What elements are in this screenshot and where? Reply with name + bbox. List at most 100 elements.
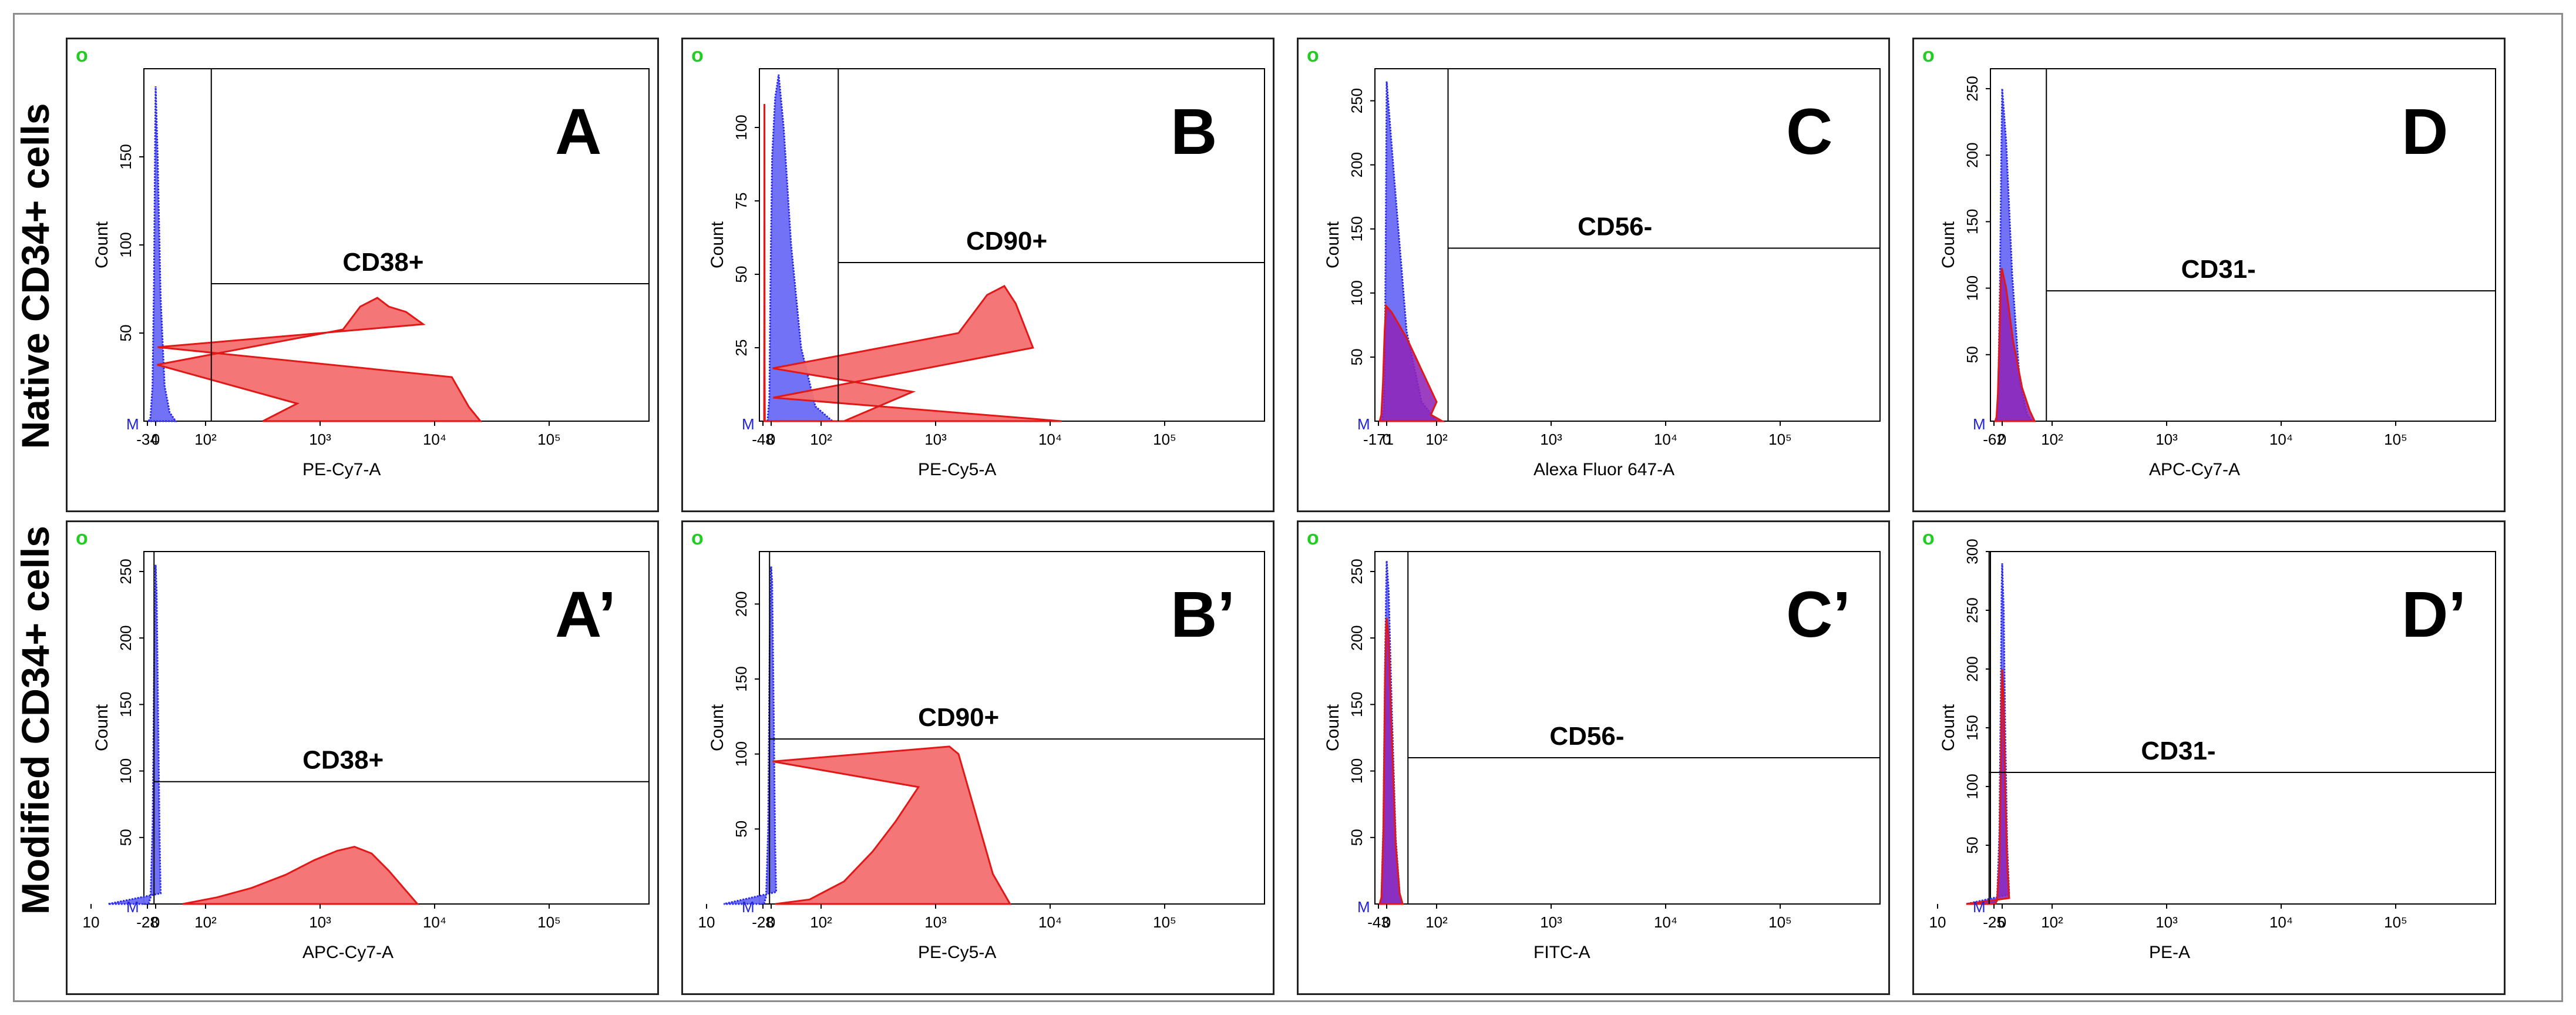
x-tick-label-d-prime: 10 — [1929, 913, 1946, 931]
plot-area-b-prime — [759, 551, 1265, 905]
x-tick-label-d-prime: 10⁵ — [2384, 913, 2407, 931]
histogram-series-stained-c-prime — [1378, 618, 1404, 905]
corner-marker-m-d: M — [1973, 415, 1986, 433]
x-tick-label-b: 10³ — [924, 431, 947, 448]
y-axis-label-b: Count — [708, 221, 727, 268]
y-tick-label-a-prime: 250 — [117, 559, 134, 584]
panel-letter-c: C — [1786, 96, 1832, 168]
x-tick-label-c-prime: 0 — [1383, 913, 1391, 931]
x-tick-label-b-prime: 10 — [698, 913, 715, 931]
y-axis-label-c: Count — [1323, 221, 1343, 268]
gate-label-c: CD56- — [1578, 212, 1652, 241]
y-axis-label-a: Count — [92, 221, 112, 268]
x-tick-label-a-prime: 10⁴ — [423, 913, 446, 931]
x-tick-label-b: -48 — [752, 431, 774, 448]
y-tick-label-b: 25 — [732, 340, 750, 357]
y-tick-label-b: 100 — [732, 115, 750, 140]
y-tick-label-a: 50 — [117, 325, 134, 342]
histogram-series-stained-a — [157, 297, 483, 422]
y-tick-label-b-prime: 200 — [732, 591, 750, 617]
gate-label-a-prime: CD38+ — [302, 746, 384, 775]
corner-marker-o-b-prime: o — [691, 527, 704, 549]
y-tick-label-b-prime: 100 — [732, 741, 750, 767]
x-tick-label-a-prime: 10 — [83, 913, 100, 931]
y-axis-label-b-prime: Count — [708, 704, 727, 751]
x-tick-label-a-prime: 10⁵ — [537, 913, 561, 931]
y-tick-label-a: 150 — [117, 144, 134, 169]
corner-marker-m-a-prime: M — [126, 898, 139, 916]
y-tick-label-a-prime: 150 — [117, 692, 134, 717]
panel-letter-d-prime: D’ — [2402, 579, 2466, 651]
histogram-d-prime: CD31- D’ 50 100 150 200 250 300 Count -250 10 10² 10… — [1922, 527, 2496, 962]
gate-label-b-prime: CD90+ — [918, 703, 999, 732]
corner-marker-m-d-prime: M — [1973, 898, 1986, 916]
x-tick-label-a-prime: 10² — [194, 913, 217, 931]
corner-marker-m-b-prime: M — [742, 898, 755, 916]
corner-marker-o-a-prime: o — [76, 527, 88, 549]
histogram-panel-c-prime: CD56- C’ 50 100 150 200 250 Count -43 0 10² 10³ 10⁴ 1… — [1297, 520, 1890, 995]
y-tick-label-c-prime: 250 — [1348, 559, 1366, 584]
x-axis-label-c-prime: FITC-A — [1534, 943, 1590, 962]
panel-letter-c-prime: C’ — [1786, 579, 1851, 651]
y-tick-label-c-prime: 100 — [1348, 758, 1366, 784]
x-tick-label-a: 10⁴ — [423, 431, 446, 448]
panel-letter-d: D — [2402, 96, 2448, 168]
x-tick-label-c: 10⁴ — [1654, 431, 1677, 448]
histogram-panel-a: CD38+ A 50 100 150 Count -34 0 10² 10³ 10⁴ 10⁵ PE-Cy… — [66, 38, 659, 512]
histogram-series-isotype-a-prime — [107, 564, 162, 905]
x-tick-label-d: 10⁴ — [2269, 431, 2293, 448]
histogram-series-stained-b-prime — [772, 745, 1012, 905]
histogram-panel-d-prime: CD31- D’ 50 100 150 200 250 300 Count -25 0 10 10² 10… — [1912, 520, 2506, 995]
x-axis-label-a: PE-Cy7-A — [302, 460, 381, 479]
x-tick-label-a-prime: 10³ — [309, 913, 331, 931]
x-tick-label-c: -171 — [1363, 431, 1394, 448]
x-tick-label-a-prime: -28 — [136, 913, 159, 931]
gate-label-b: CD90+ — [966, 227, 1047, 256]
x-tick-label-c: 10⁵ — [1768, 431, 1792, 448]
x-tick-label-c: 10² — [1425, 431, 1448, 448]
corner-marker-o-d: o — [1922, 44, 1935, 66]
y-tick-label-b-prime: 150 — [732, 666, 750, 691]
x-tick-label-b: 0 — [767, 431, 775, 448]
histogram-b-prime: CD90+ B’ 50 100 150 200 Count -280 10 10² 10³ 10⁴ 10… — [691, 527, 1265, 962]
corner-marker-o-d-prime: o — [1922, 527, 1935, 549]
corner-marker-m-a: M — [126, 415, 139, 433]
histogram-a: CD38+ A 50 100 150 Count -340 10² 10³ 10⁴ 10⁵ PE-Cy… — [76, 44, 650, 479]
x-axis-label-d: APC-Cy7-A — [2149, 460, 2240, 479]
y-tick-label-d: 150 — [1963, 209, 1981, 234]
y-tick-label-d: 200 — [1963, 142, 1981, 167]
x-tick-label-a: -34 — [136, 431, 159, 448]
figure-frame — [13, 13, 2563, 1002]
y-tick-label-a: 100 — [117, 232, 134, 257]
corner-marker-m-b: M — [742, 415, 755, 433]
corner-marker-o-c: o — [1307, 44, 1319, 66]
y-axis-label-a-prime: Count — [92, 704, 112, 751]
x-tick-label-a: 10⁵ — [537, 431, 561, 448]
y-tick-label-b-prime: 50 — [732, 821, 750, 838]
histogram-c-prime: CD56- C’ 50 100 150 200 250 Count -430 10² 10³ 10⁴ 1… — [1307, 527, 1881, 962]
histogram-panel-a-prime: CD38+ A’ 50 100 150 200 250 Count -28 0 10 10² 10³ 10… — [66, 520, 659, 995]
histogram-panel-c: CD56- C 50 100 150 200 250 Count -171 0 10² 10³ 10⁴ 1… — [1297, 38, 1890, 512]
gate-label-d-prime: CD31- — [2141, 737, 2215, 765]
x-tick-label-d: 10³ — [2155, 431, 2178, 448]
y-axis-label-d: Count — [1939, 221, 1958, 268]
x-tick-label-c-prime: 10⁴ — [1654, 913, 1677, 931]
x-tick-label-a: 10² — [194, 431, 217, 448]
histogram-series-stained-d-prime — [1966, 668, 2010, 905]
y-tick-label-c-prime: 50 — [1348, 829, 1366, 846]
y-tick-label-d: 100 — [1963, 275, 1981, 301]
x-tick-label-d-prime: 10² — [2041, 913, 2063, 931]
y-tick-label-b: 75 — [732, 193, 750, 210]
y-tick-label-c: 150 — [1348, 216, 1366, 241]
y-tick-label-d-prime: 200 — [1963, 656, 1981, 681]
y-tick-label-a-prime: 100 — [117, 758, 134, 784]
y-tick-label-d-prime: 300 — [1963, 539, 1981, 564]
histogram-panel-b-prime: CD90+ B’ 50 100 150 200 Count -28 0 10 10² 10³ 10⁴ 10… — [681, 520, 1274, 995]
x-tick-label-d: 0 — [1998, 431, 2006, 448]
y-tick-label-d-prime: 100 — [1963, 774, 1981, 799]
y-tick-label-d-prime: 50 — [1963, 837, 1981, 854]
gate-label-c-prime: CD56- — [1549, 722, 1624, 751]
x-tick-label-b-prime: 10³ — [924, 913, 947, 931]
